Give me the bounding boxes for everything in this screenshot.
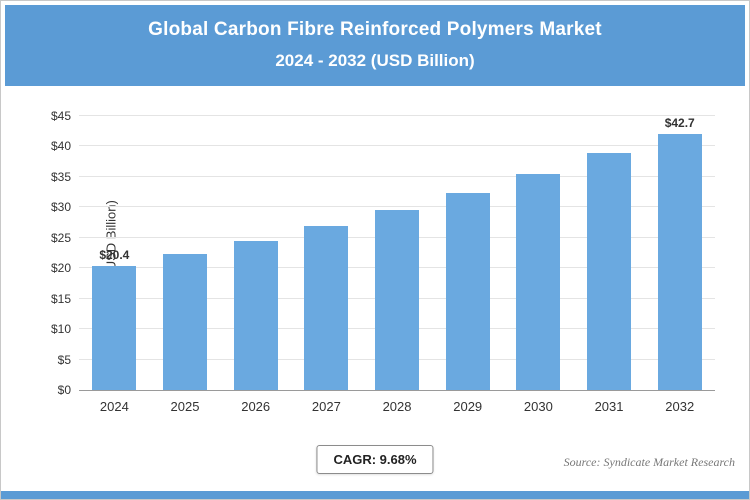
chart-header: Global Carbon Fibre Reinforced Polymers … (5, 5, 745, 86)
bar-2032 (657, 134, 702, 390)
bar-2025 (163, 253, 207, 390)
bar-cell-2027 (291, 116, 362, 390)
bar-cell-2024: $20.4 (79, 116, 150, 390)
x-tick-2028: 2028 (382, 399, 412, 414)
source-credit: Source: Syndicate Market Research (563, 455, 735, 469)
bar-2028 (375, 210, 419, 390)
gridline-35 (79, 175, 715, 177)
bar-cell-2025 (150, 116, 221, 390)
x-tick-2029: 2029 (453, 399, 483, 414)
y-tick-20: $20 (50, 261, 71, 276)
chart-area: Market Size (USD Billion) $0$5$10$15$20$… (1, 86, 749, 443)
y-tick-0: $0 (57, 383, 71, 397)
x-axis-labels: 2024 2025 2026 2027 2028 2029 2030 2031 2032 (79, 399, 715, 419)
gridline-45 (79, 115, 715, 116)
chart-title-line1: Global Carbon Fibre Reinforced Polymers … (148, 19, 602, 40)
y-tick-5: $5 (57, 352, 71, 367)
x-tick-2024: 2024 (99, 399, 129, 414)
y-tick-30: $30 (50, 200, 71, 215)
x-tick-2027: 2027 (311, 399, 341, 414)
x-tick-2032: 2032 (665, 399, 695, 414)
bar-2024 (92, 265, 137, 390)
y-tick-10: $10 (50, 322, 71, 337)
bar-2029 (445, 192, 490, 390)
gridline-40 (79, 145, 715, 147)
bar-2027 (304, 226, 349, 390)
y-tick-35: $35 (50, 169, 71, 184)
y-tick-15: $15 (50, 291, 71, 306)
bar-2031 (587, 152, 631, 390)
bar-2026 (233, 240, 278, 390)
y-tick-25: $25 (50, 230, 71, 245)
chart-footer: CAGR: 9.68% Source: Syndicate Market Res… (1, 443, 749, 491)
cagr-badge: CAGR: 9.68% (316, 445, 434, 474)
x-tick-2025: 2025 (170, 399, 200, 414)
bar-cell-2032: $42.7 (644, 116, 715, 390)
bottom-accent-bar (1, 491, 749, 499)
x-tick-2030: 2030 (523, 399, 553, 414)
bars-container: $20.4 $42.7 (79, 116, 715, 390)
bar-value-label-2032: $42.7 (664, 116, 695, 130)
bar-cell-2031 (574, 116, 645, 390)
chart-title-line2: 2024 - 2032 (USD Billion) (275, 51, 475, 70)
gridline-30 (79, 206, 715, 208)
bar-cell-2030 (503, 116, 574, 390)
y-tick-45: $45 (50, 109, 71, 123)
bar-value-label-2024: $20.4 (99, 247, 130, 262)
x-tick-2026: 2026 (241, 399, 271, 414)
x-tick-2031: 2031 (594, 399, 624, 414)
bar-cell-2028 (362, 116, 433, 390)
bar-cell-2026 (220, 116, 291, 390)
y-tick-40: $40 (50, 139, 71, 154)
plot-area: Market Size (USD Billion) $0$5$10$15$20$… (51, 109, 715, 397)
bar-2030 (516, 173, 561, 390)
bar-cell-2029 (432, 116, 503, 390)
